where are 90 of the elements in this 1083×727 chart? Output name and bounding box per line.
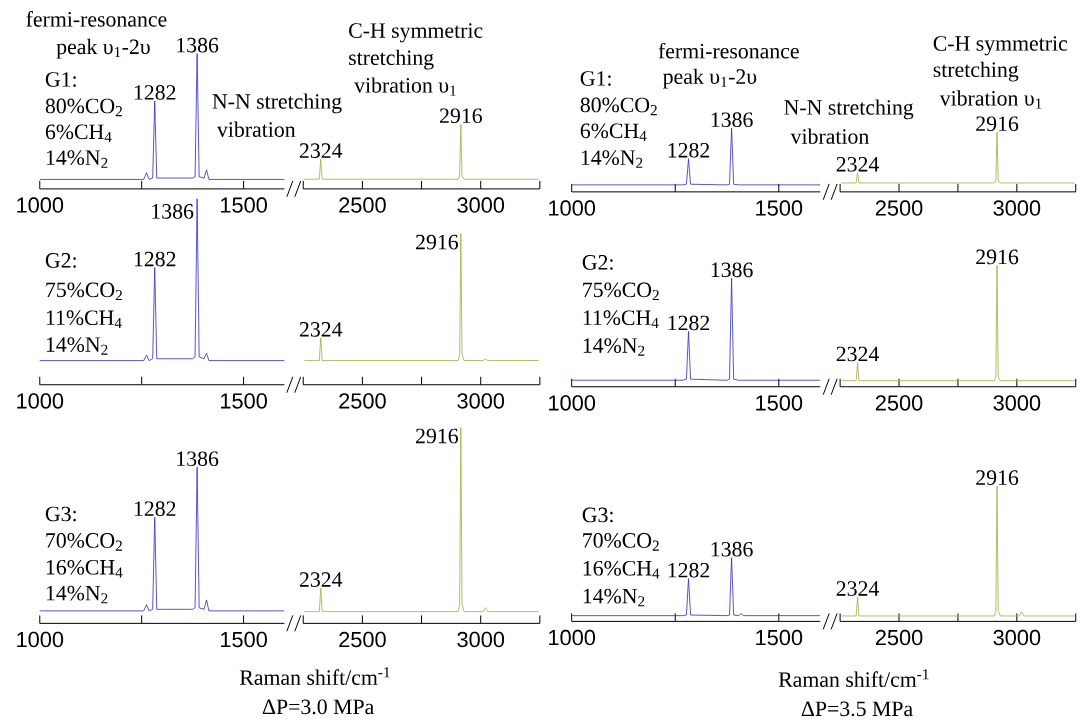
x-tick-label: 3000 [457, 197, 505, 213]
annotation: 1282 [134, 251, 176, 267]
annotation: 2324 [299, 322, 343, 337]
annotation: 75%CO$_{2}$ [583, 282, 659, 301]
annotation: 14%N$_{2}$ [583, 588, 645, 607]
annotation: 16%CH$_{4}$ [583, 561, 660, 579]
x-axis-title: Raman shift/cm$^{-1}$ [778, 669, 929, 688]
annotation: N-N stretching [212, 93, 342, 114]
text: vibration υ$_{1}$ [939, 90, 1042, 109]
annotation: 6%CH$_{4}$ [45, 124, 112, 143]
x-tick-label: 2500 [875, 200, 923, 216]
annotation: 11%CH$_{4}$ [46, 310, 122, 329]
text: C-H symmetric [349, 23, 483, 43]
annotation: 2324 [836, 346, 880, 362]
x-tick-label: 1500 [221, 197, 267, 213]
text: ΔP=3.0 MPa [262, 699, 374, 715]
x-tick-label: 2500 [339, 631, 386, 648]
annotation: 6%CH$_{4}$ [580, 123, 647, 142]
annotation: G1: [45, 72, 76, 88]
x-tick-label: 3000 [993, 200, 1041, 216]
text: N-N stretching [784, 99, 914, 120]
x-tick-label: 1500 [221, 631, 267, 648]
x-tick-label: 1000 [549, 395, 596, 411]
annotation: 75%CO$_{2}$ [46, 282, 122, 301]
annotation: 2916 [976, 116, 1019, 132]
annotation: 70%CO$_{2}$ [46, 533, 122, 551]
x-tick-label: 1000 [17, 393, 64, 409]
annotation: 1386 [711, 541, 753, 557]
annotation: 2916 [416, 234, 458, 250]
x-tick-label: 2500 [875, 395, 923, 411]
x-tick-label: 3000 [457, 393, 505, 409]
annotation: 2324 [836, 157, 880, 172]
annotation: 1282 [134, 85, 176, 100]
annotation: 14%N$_{2}$ [46, 337, 108, 355]
annotation: G3: [45, 506, 76, 522]
x-tick-label: 1000 [549, 629, 596, 646]
annotation: 14%N$_{2}$ [46, 585, 108, 604]
x-tick-label: 1500 [756, 200, 803, 216]
x-axis-title: Raman shift/cm$^{-1}$ [239, 667, 390, 686]
x-tick-label: 2500 [875, 629, 923, 646]
text: 70%CO$_{2}$ [583, 533, 659, 551]
x-tick-label: 1000 [17, 631, 64, 648]
annotation: 14%N$_{2}$ [46, 150, 108, 168]
x-tick-label: 3000 [457, 631, 505, 648]
text: G1: [580, 71, 611, 87]
x-tick-label: 1000 [17, 197, 64, 213]
annotation: 2916 [976, 470, 1019, 486]
text: G2: [582, 255, 613, 270]
annotation: 2916 [976, 249, 1019, 265]
annotation: 1282 [134, 501, 176, 517]
text: stretching [933, 61, 1019, 82]
annotation: 1282 [668, 143, 710, 158]
annotation: 1386 [152, 204, 194, 219]
text: fermi-resonance [658, 43, 799, 59]
text: C-H symmetric [933, 36, 1068, 56]
text: stretching [349, 49, 434, 70]
text: vibration υ$_{1}$ [354, 77, 456, 96]
annotation: vibration [790, 128, 869, 144]
annotation: 1386 [177, 451, 219, 467]
text: 80%CO$_{2}$ [580, 97, 657, 116]
annotation: 1282 [668, 562, 710, 578]
x-tick-label: 2500 [339, 197, 386, 213]
annotation: 2324 [299, 572, 343, 588]
x-tick-label: 3000 [993, 395, 1041, 411]
annotation: 1282 [668, 315, 710, 331]
x-tick-label: 1500 [221, 393, 267, 409]
x-tick-label: 1500 [756, 395, 803, 411]
annotation: 2916 [440, 108, 482, 124]
annotation: 1386 [711, 112, 753, 128]
x-tick-label: 2500 [339, 393, 386, 409]
text: peak υ$_{1}$-2υ [663, 68, 757, 89]
annotation: G2: [45, 253, 76, 268]
annotation: 2324 [836, 581, 880, 596]
text: fermi-resonance [26, 11, 167, 27]
annotation: 14%N$_{2}$ [583, 338, 645, 356]
annotation: 80%CO$_{2}$ [45, 98, 122, 117]
text: G3: [582, 507, 613, 523]
x-tick-label: 3000 [993, 629, 1041, 646]
text: ΔP=3.5 MPa [801, 701, 913, 717]
annotation: 1386 [711, 262, 753, 278]
annotation: 2916 [416, 428, 458, 444]
annotation: 11%CH$_{4}$ [583, 310, 659, 329]
annotation: 16%CH$_{4}$ [46, 560, 123, 578]
annotation: 1386 [177, 37, 219, 53]
x-tick-label: 1500 [756, 629, 803, 646]
annotation: 14%N$_{2}$ [581, 150, 643, 168]
x-tick-label: 1000 [549, 200, 596, 216]
annotation: peak υ$_{1}$-2υ [56, 38, 150, 59]
annotation: 2324 [299, 143, 343, 159]
annotation: vibration [216, 121, 296, 138]
